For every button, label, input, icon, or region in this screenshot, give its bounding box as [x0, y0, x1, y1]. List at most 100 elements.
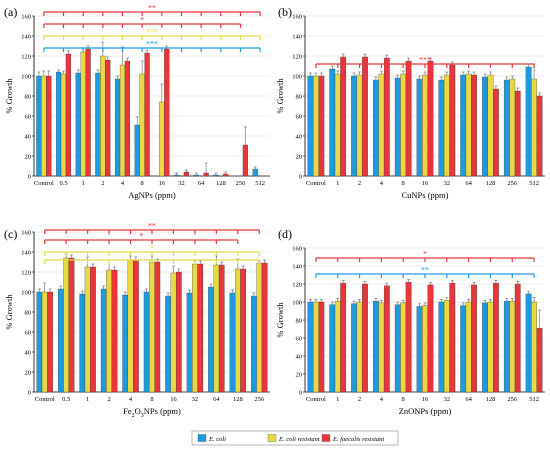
x-tick-label: Control	[306, 180, 326, 187]
bar-e-coli	[351, 303, 357, 393]
bar-e-faecalis-resistant	[362, 56, 368, 177]
legend-swatch	[267, 434, 277, 442]
bar-e-coli	[438, 79, 445, 177]
bar-e-coli-resistant	[422, 305, 428, 393]
bar-e-coli-resistant	[106, 269, 112, 393]
bar-e-coli	[307, 301, 314, 393]
y-tick-label: 80	[25, 94, 32, 101]
x-tick-label: 2	[107, 396, 110, 403]
bar-e-faecalis-resistant	[536, 327, 543, 393]
y-tick-label: 0	[28, 174, 31, 181]
significance-label: **	[421, 266, 429, 275]
bar-e-faecalis-resistant	[105, 59, 111, 177]
x-tick-label: 32	[444, 396, 451, 403]
bar-e-coli-resistant	[356, 74, 363, 177]
bar-e-faecalis-resistant	[223, 173, 229, 177]
bar-e-faecalis-resistant	[427, 284, 434, 393]
bar-e-coli	[213, 174, 219, 177]
panel-label: (a)	[4, 5, 17, 19]
x-tick-label: 8	[402, 180, 405, 187]
bar-e-coli	[134, 124, 140, 177]
y-tick-label: 100	[21, 290, 31, 297]
bar-e-coli-resistant	[149, 261, 155, 393]
bar-e-coli-resistant	[80, 51, 86, 177]
x-tick-label: 4	[121, 180, 125, 187]
bar-e-coli-resistant	[531, 301, 537, 393]
y-tick-label: 60	[25, 330, 32, 337]
bar-e-coli	[193, 174, 199, 177]
bar-e-coli	[394, 77, 401, 177]
bar-e-faecalis-resistant	[340, 56, 347, 177]
bar-e-coli-resistant	[378, 73, 385, 177]
bar-e-coli	[460, 74, 467, 177]
x-tick-label: 512	[529, 180, 539, 187]
bar-e-faecalis-resistant	[493, 282, 499, 393]
y-tick-label: 60	[296, 114, 303, 121]
bar-e-coli-resistant	[139, 73, 145, 177]
bar-e-faecalis-resistant	[164, 48, 170, 177]
bar-e-coli	[100, 288, 107, 393]
significance-label: *	[423, 250, 427, 259]
bar-e-coli-resistant	[234, 268, 241, 393]
x-tick-label: 8	[141, 180, 144, 187]
bar-e-coli	[252, 168, 258, 177]
bar-e-coli	[394, 304, 401, 393]
y-tick-label: 100	[292, 300, 302, 307]
bar-e-coli-resistant	[41, 291, 48, 393]
x-tick-label: 2	[358, 180, 361, 187]
y-tick-label: 0	[299, 174, 302, 181]
y-tick-label: 40	[296, 354, 303, 361]
y-tick-label: 140	[292, 34, 302, 41]
y-tick-label: 40	[25, 350, 32, 357]
bar-e-coli	[75, 72, 81, 177]
x-tick-label: 32	[178, 180, 185, 187]
y-tick-label: 60	[296, 336, 303, 343]
y-tick-label: 20	[296, 372, 303, 379]
bar-e-coli-resistant	[256, 262, 263, 393]
bar-e-faecalis-resistant	[405, 282, 412, 393]
bar-e-coli-resistant	[378, 302, 385, 393]
bar-e-coli-resistant	[84, 266, 91, 393]
bar-e-coli-resistant	[400, 302, 407, 393]
bar-e-coli	[460, 305, 467, 393]
bar-e-coli	[373, 300, 379, 393]
bar-e-faecalis-resistant	[65, 53, 72, 177]
y-tick-label: 160	[21, 14, 31, 21]
bar-e-coli-resistant	[334, 73, 341, 177]
bar-e-faecalis-resistant	[536, 95, 543, 177]
y-tick-label: 120	[292, 54, 302, 61]
panel-c: (c) 0 20 40 60 80 100 120 140 160 % Growth Control 0…	[4, 222, 270, 419]
y-tick-label: 20	[25, 370, 32, 377]
bar-e-coli-resistant	[443, 300, 450, 393]
bar-e-coli-resistant	[509, 300, 516, 393]
x-axis-title: AgNPs (ppm)	[128, 190, 176, 200]
y-tick-label: 100	[21, 74, 31, 81]
bar-e-coli-resistant	[213, 264, 220, 393]
bar-e-faecalis-resistant	[154, 261, 161, 393]
x-tick-label: 64	[213, 396, 220, 403]
bar-e-coli	[329, 68, 336, 177]
significance-label: ***	[146, 40, 158, 49]
bar-e-coli	[208, 286, 214, 393]
legend-label: E. faecalis resistant	[332, 436, 384, 443]
panel-d: (d) 0 20 40 60 80 100 120 140 160 % Growth Control 1…	[275, 227, 545, 416]
bar-e-faecalis-resistant	[242, 144, 249, 177]
bar-e-coli	[36, 291, 43, 393]
x-tick-label: 16	[170, 396, 177, 403]
y-tick-label: 80	[25, 310, 32, 317]
significance-label: **	[148, 222, 156, 231]
x-tick-label: 0.5	[59, 180, 67, 187]
bar-e-faecalis-resistant	[218, 264, 225, 393]
bar-e-faecalis-resistant	[493, 88, 499, 177]
x-tick-label: 8	[150, 396, 153, 403]
bar-e-faecalis-resistant	[340, 282, 347, 393]
legend-swatch	[321, 434, 331, 442]
x-tick-label: 16	[422, 180, 429, 187]
y-tick-label: 0	[299, 390, 302, 397]
bar-e-faecalis-resistant	[362, 283, 368, 393]
bar-e-coli-resistant	[487, 301, 494, 393]
bar-e-coli	[525, 293, 532, 393]
bar-e-faecalis-resistant	[47, 291, 53, 393]
bar-e-faecalis-resistant	[514, 283, 521, 393]
x-tick-label: 32	[192, 396, 199, 403]
